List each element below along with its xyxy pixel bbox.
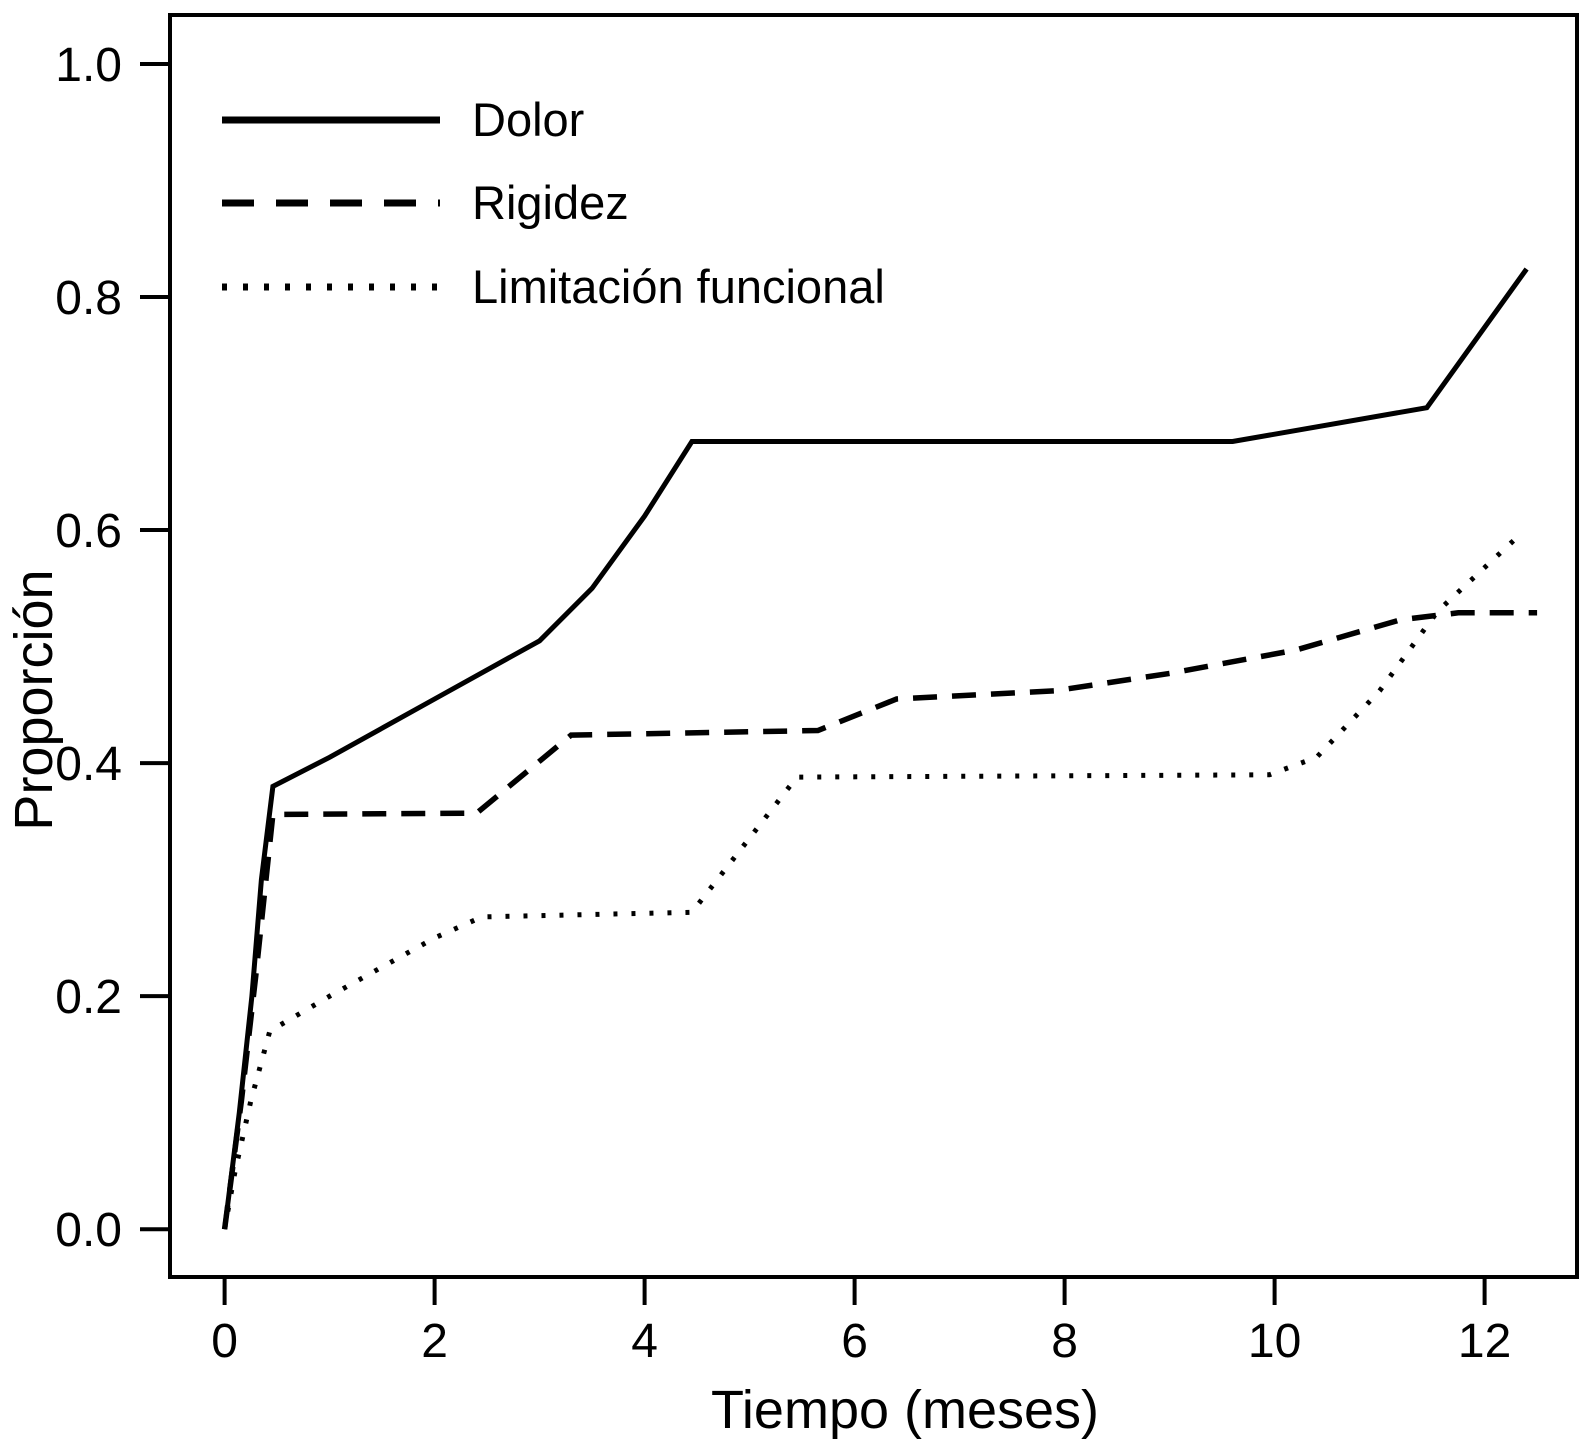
legend-label: Limitación funcional: [472, 260, 885, 313]
legend-label: Dolor: [472, 93, 584, 146]
x-tick-label: 0: [211, 1315, 238, 1368]
series-line-dashed: [221, 610, 1538, 1230]
y-tick-label: 0.0: [55, 1204, 122, 1257]
legend-label: Rigidez: [472, 176, 629, 229]
y-axis-title: Proporción: [4, 569, 64, 830]
y-tick-label: 0.6: [55, 505, 122, 558]
x-tick-label: 12: [1458, 1315, 1511, 1368]
x-axis-title: Tiempo (meses): [711, 1380, 1099, 1439]
y-tick-label: 0.4: [55, 738, 122, 791]
x-tick-label: 8: [1051, 1315, 1078, 1368]
y-tick-label: 0.8: [55, 272, 122, 325]
x-tick-label: 10: [1248, 1315, 1301, 1368]
series-line-solid: [222, 267, 1529, 1230]
x-tick-label: 4: [631, 1315, 658, 1368]
x-tick-label: 6: [841, 1315, 868, 1368]
series-line-dotted: [222, 536, 1518, 1230]
plot-frame: [168, 13, 1579, 1279]
y-tick-label: 1.0: [55, 39, 122, 92]
y-tick-label: 0.2: [55, 971, 122, 1024]
plot-layer: 0 2 4 6 8 10 12 0.0 0.2 0.4 0.6 0.8 1.0 Dolor Rigidez L…: [55, 13, 1579, 1368]
x-tick-label: 2: [421, 1315, 448, 1368]
